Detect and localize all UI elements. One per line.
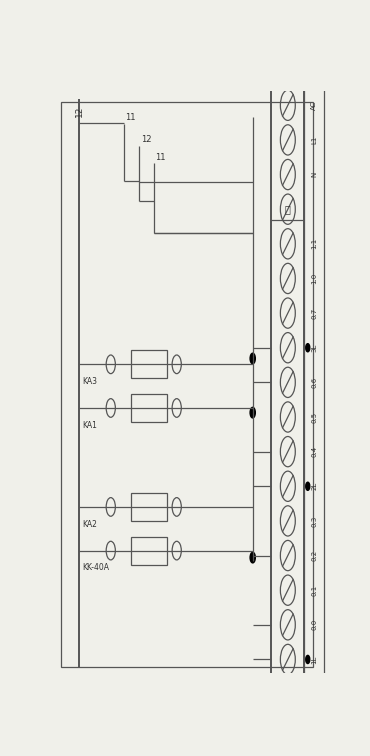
Bar xyxy=(131,394,166,422)
Text: 1.1: 1.1 xyxy=(311,238,317,249)
Text: 12: 12 xyxy=(141,135,151,144)
Text: 0.4: 0.4 xyxy=(311,446,317,457)
Text: N: N xyxy=(311,172,317,177)
Text: 11: 11 xyxy=(125,113,136,122)
Circle shape xyxy=(250,553,255,563)
Bar xyxy=(271,88,304,677)
Text: 0.3: 0.3 xyxy=(311,516,317,526)
Circle shape xyxy=(250,407,255,418)
Text: KA3: KA3 xyxy=(82,377,97,386)
Circle shape xyxy=(306,344,310,352)
Bar xyxy=(131,537,166,565)
Text: 0.6: 0.6 xyxy=(311,376,317,388)
Text: AC: AC xyxy=(311,101,317,110)
Text: 1.0: 1.0 xyxy=(311,273,317,284)
Text: 3L: 3L xyxy=(311,343,317,352)
Text: L1: L1 xyxy=(311,136,317,144)
Bar xyxy=(304,88,324,677)
Bar xyxy=(131,350,166,378)
Bar xyxy=(131,493,166,521)
Circle shape xyxy=(306,655,310,664)
Circle shape xyxy=(306,482,310,491)
Text: ⏚: ⏚ xyxy=(285,204,291,214)
Text: 0.1: 0.1 xyxy=(311,584,317,596)
Text: 2L: 2L xyxy=(311,482,317,491)
Text: 0.2: 0.2 xyxy=(311,550,317,561)
Bar xyxy=(61,102,313,667)
Text: 0.7: 0.7 xyxy=(311,308,317,319)
Text: 11: 11 xyxy=(155,153,166,162)
Text: KA1: KA1 xyxy=(82,421,97,429)
Text: 0.5: 0.5 xyxy=(311,411,317,423)
Text: 0.0: 0.0 xyxy=(311,619,317,631)
Text: 12: 12 xyxy=(75,105,84,116)
Text: KK-40A: KK-40A xyxy=(82,563,109,572)
Text: 1L: 1L xyxy=(311,655,317,664)
Text: KA2: KA2 xyxy=(82,519,97,528)
Circle shape xyxy=(250,353,255,364)
